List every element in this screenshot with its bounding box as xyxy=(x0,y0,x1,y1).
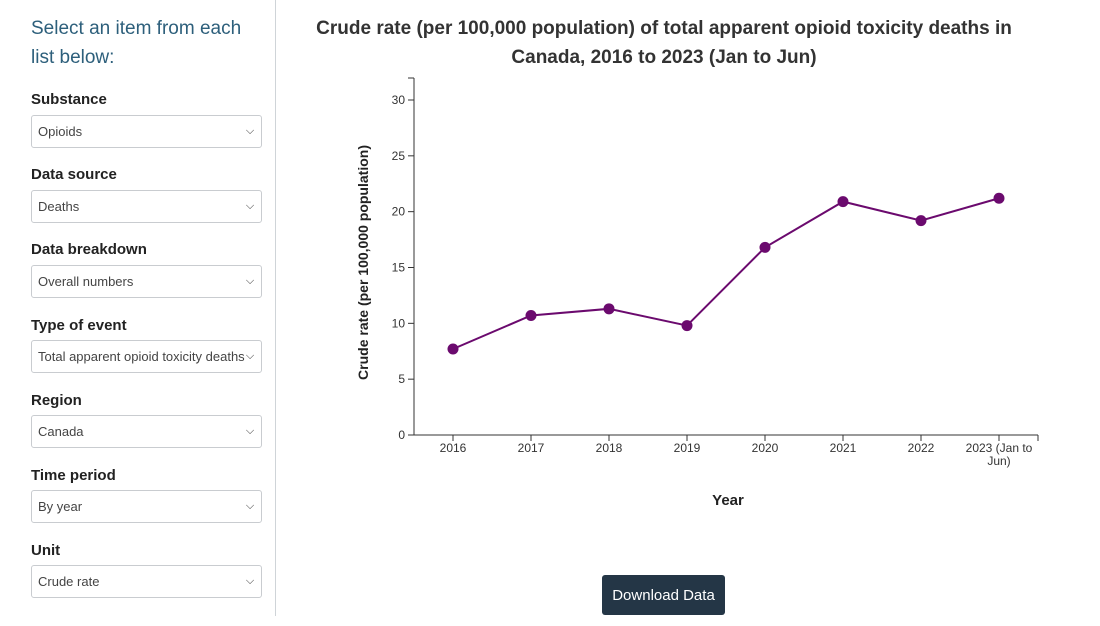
unit-value: Crude rate xyxy=(38,574,100,589)
region-label: Region xyxy=(31,392,82,409)
time-period-label: Time period xyxy=(31,467,116,484)
type-of-event-value: Total apparent opioid toxicity deaths xyxy=(38,349,245,364)
x-tick-label: 2019 xyxy=(674,441,701,455)
chart-title: Crude rate (per 100,000 population) of t… xyxy=(316,18,1012,68)
chevron-down-icon: ⌵ xyxy=(245,200,255,212)
chevron-down-icon: ⌵ xyxy=(245,575,255,587)
time-period-value: By year xyxy=(38,499,83,514)
data-point xyxy=(837,196,849,208)
data-point xyxy=(915,215,927,227)
x-tick-label: 2017 xyxy=(518,441,545,455)
chevron-down-icon: ⌵ xyxy=(245,275,255,287)
substance-value: Opioids xyxy=(38,124,83,139)
region-value: Canada xyxy=(38,424,84,439)
filter-sidebar: Select an item from each list below: Sub… xyxy=(0,0,276,616)
data-point xyxy=(447,343,459,355)
type-of-event-select[interactable]: Total apparent opioid toxicity deaths ⌵ xyxy=(31,340,262,373)
y-axis-title: Crude rate (per 100,000 population) xyxy=(355,145,371,380)
unit-select[interactable]: Crude rate ⌵ xyxy=(31,565,262,598)
x-tick-label: 2016 xyxy=(440,441,467,455)
series-line xyxy=(452,197,1000,350)
data-source-select[interactable]: Deaths ⌵ xyxy=(31,190,262,223)
y-tick-label: 0 xyxy=(398,428,405,442)
line-chart: 0 5 10 15 20 25 30 2016 2017 2018 2019 2020 2021 2022… xyxy=(355,77,1039,509)
y-tick-label: 10 xyxy=(392,316,406,330)
y-tick-label: 5 xyxy=(398,372,405,386)
x-tick-label: 2020 xyxy=(752,441,779,455)
chevron-down-icon: ⌵ xyxy=(245,350,255,362)
data-breakdown-label: Data breakdown xyxy=(31,241,147,258)
time-period-select[interactable]: By year ⌵ xyxy=(31,490,262,523)
data-breakdown-value: Overall numbers xyxy=(38,274,134,289)
unit-label: Unit xyxy=(31,542,61,559)
substance-label: Substance xyxy=(31,91,107,108)
chevron-down-icon: ⌵ xyxy=(245,425,255,437)
region-select[interactable]: Canada ⌵ xyxy=(31,415,262,448)
y-tick-label: 25 xyxy=(392,149,406,163)
data-point xyxy=(759,241,771,253)
x-tick-label: 2021 xyxy=(830,441,857,455)
substance-select[interactable]: Opioids ⌵ xyxy=(31,115,262,148)
chevron-down-icon: ⌵ xyxy=(245,500,255,512)
y-tick-label: 30 xyxy=(392,93,406,107)
data-point xyxy=(603,303,615,315)
type-of-event-label: Type of event xyxy=(31,317,127,334)
data-source-value: Deaths xyxy=(38,199,80,214)
y-tick-label: 15 xyxy=(392,261,406,275)
data-point xyxy=(681,320,693,332)
sidebar-intro: Select an item from each list below: xyxy=(31,18,242,68)
data-point xyxy=(993,192,1005,204)
data-breakdown-select[interactable]: Overall numbers ⌵ xyxy=(31,265,262,298)
x-axis-title: Year xyxy=(712,492,744,509)
chevron-down-icon: ⌵ xyxy=(245,125,255,137)
data-source-label: Data source xyxy=(31,166,117,183)
download-data-button[interactable]: Download Data xyxy=(602,575,725,615)
y-tick-label: 20 xyxy=(392,205,406,219)
data-point xyxy=(525,310,537,322)
x-tick-label: 2022 xyxy=(908,441,935,455)
x-tick-label: 2023 (Jan to Jun) xyxy=(966,441,1033,468)
x-tick-label: 2018 xyxy=(596,441,623,455)
